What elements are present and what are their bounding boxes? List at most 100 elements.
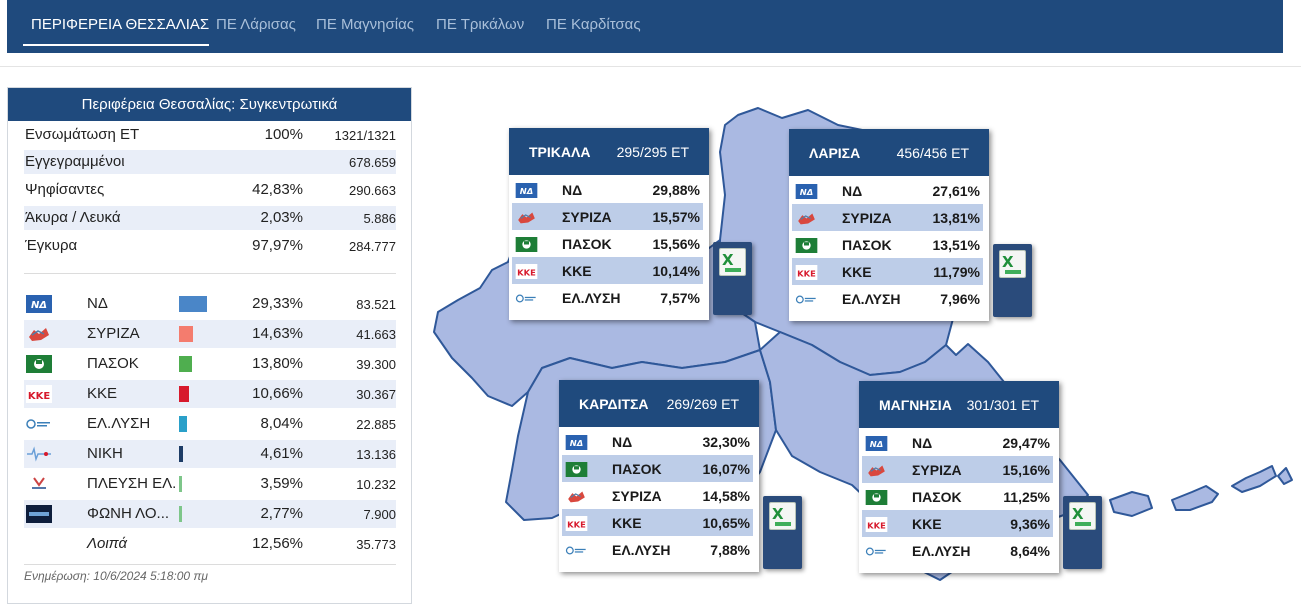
region-party-name: ΣΥΡΙΖΑ xyxy=(842,210,892,226)
region-party-name: ΠΑΣΟΚ xyxy=(912,489,962,505)
party-name: ΣΥΡΙΖΑ xyxy=(87,325,140,342)
stat-row-invalid-blank: Άκυρα / Λευκά 2,03% 5.886 xyxy=(24,206,396,230)
region-tabs-bar: ΠΕΡΙΦΕΡΕΙΑ ΘΕΣΣΑΛΙΑΣ ΠΕ Λάρισας ΠΕ Μαγνη… xyxy=(7,0,1283,53)
excel-download-icon: X xyxy=(1069,502,1096,530)
region-name: ΜΑΓΝΗΣΙΑ xyxy=(879,397,952,413)
svg-text:ΝΔ: ΝΔ xyxy=(570,438,583,448)
region-card-larisa[interactable]: ΛΑΡΙΣΑ 456/456 ΕΤ ΝΔ ΝΔ 27,61% ΣΥΡΙΖΑ 13,81% ΠΑ… xyxy=(789,129,989,321)
region-party-percent: 29,47% xyxy=(1002,435,1050,451)
party-logo-pasok-logo xyxy=(565,462,588,477)
region-party-percent: 27,61% xyxy=(932,183,980,199)
party-percent: 10,66% xyxy=(252,385,303,402)
region-party-row: ΕΛ.ΛΥΣΗ 7,96% xyxy=(792,285,983,312)
party-logo-syriza-logo xyxy=(515,210,538,225)
download-excel-button-trikala[interactable]: X xyxy=(713,242,752,315)
region-party-name: ΕΛ.ΛΥΣΗ xyxy=(842,291,901,307)
region-party-row: ΠΑΣΟΚ 11,25% xyxy=(862,483,1053,510)
party-share-bar xyxy=(179,446,183,462)
download-excel-button-larisa[interactable]: X xyxy=(993,244,1032,317)
region-card-magnisia[interactable]: ΜΑΓΝΗΣΙΑ 301/301 ΕΤ ΝΔ ΝΔ 29,47% ΣΥΡΙΖΑ 15,16%… xyxy=(859,381,1059,573)
region-party-name: ΝΔ xyxy=(612,434,633,450)
region-party-name: ΣΥΡΙΖΑ xyxy=(612,488,662,504)
party-percent: 2,77% xyxy=(260,505,303,522)
download-excel-button-karditsa[interactable]: X xyxy=(763,496,802,569)
party-row: ΝΔ ΝΔ 29,33% 83.521 xyxy=(24,290,396,318)
region-party-row: ΚΚΕ ΚΚΕ 10,65% xyxy=(562,509,753,536)
party-logo-pasok-logo xyxy=(795,238,818,253)
party-row: ΠΑΣΟΚ 13,80% 39.300 xyxy=(24,350,396,378)
tab-pe-magnisias[interactable]: ΠΕ Μαγνησίας xyxy=(316,16,415,33)
party-logo-kke-logo: ΚΚΕ xyxy=(795,265,818,280)
region-party-row: ΝΔ ΝΔ 32,30% xyxy=(562,428,753,455)
party-logo-elliniki-lysi-logo xyxy=(26,415,52,433)
region-party-row: ΝΔ ΝΔ 29,88% xyxy=(512,176,703,203)
party-row: Λοιπά 12,56% 35.773 xyxy=(24,530,396,558)
stat-row-valid: Έγκυρα 97,97% 284.777 xyxy=(24,234,396,258)
party-logo-kke-logo: ΚΚΕ xyxy=(865,517,888,532)
svg-text:ΝΔ: ΝΔ xyxy=(31,300,47,311)
party-share-bar xyxy=(179,296,207,312)
region-party-percent: 29,88% xyxy=(652,182,700,198)
party-logo-syriza-logo xyxy=(565,489,588,504)
region-party-row: ΚΚΕ ΚΚΕ 11,79% xyxy=(792,258,983,285)
party-row: ΚΚΕ ΚΚΕ 10,66% 30.367 xyxy=(24,380,396,408)
region-party-name: ΝΔ xyxy=(562,182,583,198)
region-party-name: ΠΑΣΟΚ xyxy=(562,236,612,252)
summary-title: Περιφέρεια Θεσσαλίας: Συγκεντρωτικά xyxy=(8,88,411,121)
svg-text:ΝΔ: ΝΔ xyxy=(520,186,533,196)
map-island-skantzoura xyxy=(1277,467,1293,485)
party-share-bar xyxy=(179,506,182,522)
party-logo-elliniki-lysi-logo xyxy=(865,544,888,559)
region-party-percent: 13,81% xyxy=(932,210,980,226)
party-logo-pasok-logo xyxy=(26,355,52,373)
summary-divider xyxy=(24,273,396,274)
tab-periferia-thessalias[interactable]: ΠΕΡΙΦΕΡΕΙΑ ΘΕΣΣΑΛΙΑΣ xyxy=(31,16,210,33)
party-votes: 83.521 xyxy=(356,297,396,312)
region-party-row: ΠΑΣΟΚ 13,51% xyxy=(792,231,983,258)
party-name: ΠΑΣΟΚ xyxy=(87,355,139,372)
party-logo-kke-logo: ΚΚΕ xyxy=(515,264,538,279)
region-party-row: ΕΛ.ΛΥΣΗ 7,57% xyxy=(512,284,703,311)
svg-text:ΝΔ: ΝΔ xyxy=(870,439,883,449)
region-party-percent: 11,79% xyxy=(933,264,980,280)
party-share-bar xyxy=(179,416,187,432)
region-card-trikala[interactable]: ΤΡΙΚΑΛΑ 295/295 ΕΤ ΝΔ ΝΔ 29,88% ΣΥΡΙΖΑ 15,57% Π… xyxy=(509,128,709,320)
region-party-name: ΠΑΣΟΚ xyxy=(842,237,892,253)
stat-label: Ενσωμάτωση ΕΤ xyxy=(25,126,140,143)
region-party-row: ΚΚΕ ΚΚΕ 10,14% xyxy=(512,257,703,284)
party-logo-niki-logo xyxy=(26,445,52,463)
region-party-percent: 8,64% xyxy=(1010,543,1050,559)
download-excel-button-magnisia[interactable]: X xyxy=(1063,496,1102,569)
tab-pe-trikalon[interactable]: ΠΕ Τρικάλων xyxy=(436,16,525,33)
stat-row-incorporation: Ενσωμάτωση ΕΤ 100% 1321/1321 xyxy=(24,123,396,147)
region-party-percent: 14,58% xyxy=(702,488,750,504)
region-party-percent: 10,14% xyxy=(652,263,700,279)
party-votes: 39.300 xyxy=(356,357,396,372)
region-party-name: ΚΚΕ xyxy=(842,264,872,280)
stat-value: 678.659 xyxy=(349,155,396,170)
party-logo-syriza-logo xyxy=(795,211,818,226)
party-votes: 10.232 xyxy=(356,477,396,492)
party-percent: 4,61% xyxy=(260,445,303,462)
party-logo-none xyxy=(26,535,52,553)
region-party-percent: 13,51% xyxy=(932,237,980,253)
party-logo-syriza-logo xyxy=(26,325,52,343)
svg-text:ΝΔ: ΝΔ xyxy=(800,187,813,197)
region-party-percent: 32,30% xyxy=(702,434,750,450)
region-et-count: 456/456 ΕΤ xyxy=(896,145,969,161)
region-card-karditsa[interactable]: ΚΑΡΔΙΤΣΑ 269/269 ΕΤ ΝΔ ΝΔ 32,30% ΠΑΣΟΚ 16,07% Σ… xyxy=(559,380,759,572)
tab-pe-karditsas[interactable]: ΠΕ Καρδίτσας xyxy=(546,16,641,33)
region-card-header: ΤΡΙΚΑΛΑ 295/295 ΕΤ xyxy=(509,128,709,175)
region-card-body: ΝΔ ΝΔ 29,47% ΣΥΡΙΖΑ 15,16% ΠΑΣΟΚ 11,25% ΚΚΕ ΚΚΕ 9… xyxy=(859,428,1059,573)
region-name: ΤΡΙΚΑΛΑ xyxy=(529,144,591,160)
region-party-row: ΠΑΣΟΚ 15,56% xyxy=(512,230,703,257)
stat-row-registered: Εγγεγραμμένοι 678.659 xyxy=(24,150,396,174)
region-et-count: 295/295 ΕΤ xyxy=(616,144,689,160)
region-party-name: ΕΛ.ΛΥΣΗ xyxy=(612,542,671,558)
party-logo-nd-logo: ΝΔ xyxy=(26,295,52,313)
party-name: ΝΔ xyxy=(87,295,108,312)
region-card-header: ΜΑΓΝΗΣΙΑ 301/301 ΕΤ xyxy=(859,381,1059,428)
tab-pe-larisas[interactable]: ΠΕ Λάρισας xyxy=(216,16,296,33)
stat-label: Άκυρα / Λευκά xyxy=(25,209,121,226)
region-party-name: ΚΚΕ xyxy=(912,516,942,532)
